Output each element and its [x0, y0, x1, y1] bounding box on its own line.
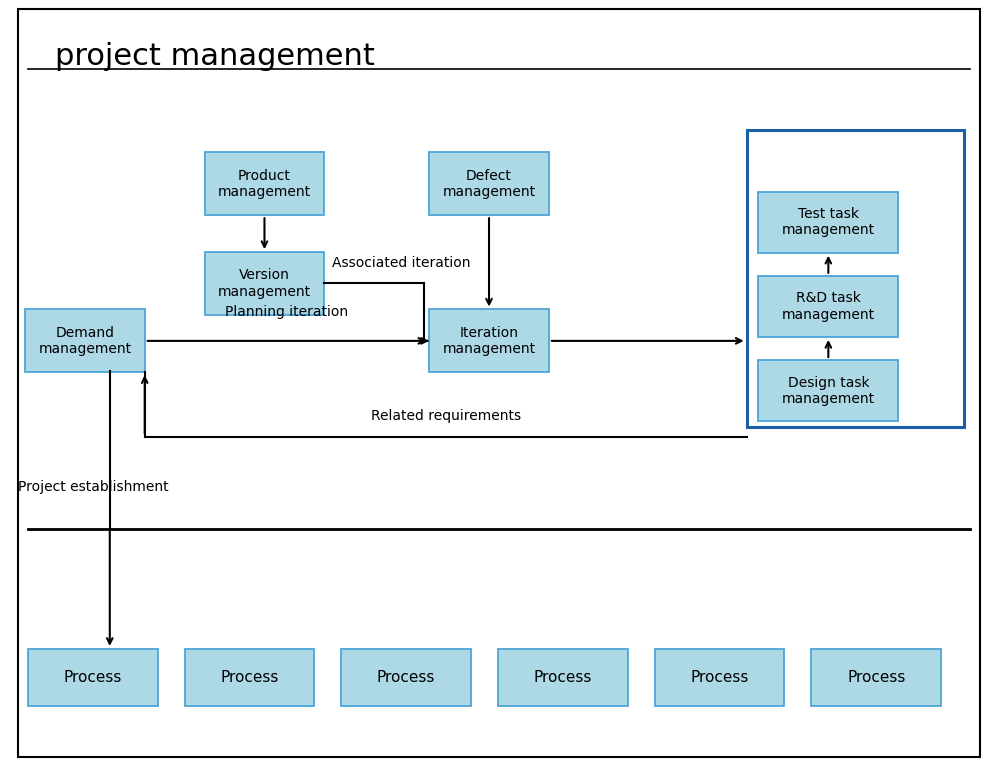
Text: Version
management: Version management [218, 268, 311, 299]
Bar [205, 252, 324, 315]
Text: Defect
management: Defect management [442, 169, 536, 199]
Text: Associated iteration: Associated iteration [332, 256, 471, 270]
Text: Test task
management: Test task management [781, 207, 875, 237]
Text: Process: Process [847, 670, 905, 685]
Bar [429, 152, 549, 215]
Bar [747, 130, 964, 427]
Text: Planning iteration: Planning iteration [226, 306, 348, 319]
Bar [341, 649, 471, 706]
Text: Iteration
management: Iteration management [442, 326, 536, 356]
Text: Related requirements: Related requirements [370, 409, 521, 423]
Bar [655, 649, 784, 706]
Text: Product
management: Product management [218, 169, 311, 199]
Bar [429, 309, 549, 372]
Text: Process: Process [221, 670, 278, 685]
Bar [498, 649, 628, 706]
Bar [185, 649, 314, 706]
Text: Project establishment: Project establishment [18, 480, 169, 494]
Bar [205, 152, 324, 215]
Text: Demand
management: Demand management [38, 326, 132, 356]
Bar [25, 309, 145, 372]
Text: Design task
management: Design task management [781, 375, 875, 406]
Text: R&D task
management: R&D task management [781, 291, 875, 322]
Bar [758, 276, 898, 337]
Bar [758, 192, 898, 253]
Bar [28, 649, 158, 706]
Text: Process: Process [534, 670, 592, 685]
Text: Process: Process [64, 670, 122, 685]
Text: project management: project management [55, 42, 375, 71]
Bar [758, 360, 898, 421]
Text: Process: Process [691, 670, 748, 685]
Text: Process: Process [377, 670, 435, 685]
Bar [811, 649, 941, 706]
